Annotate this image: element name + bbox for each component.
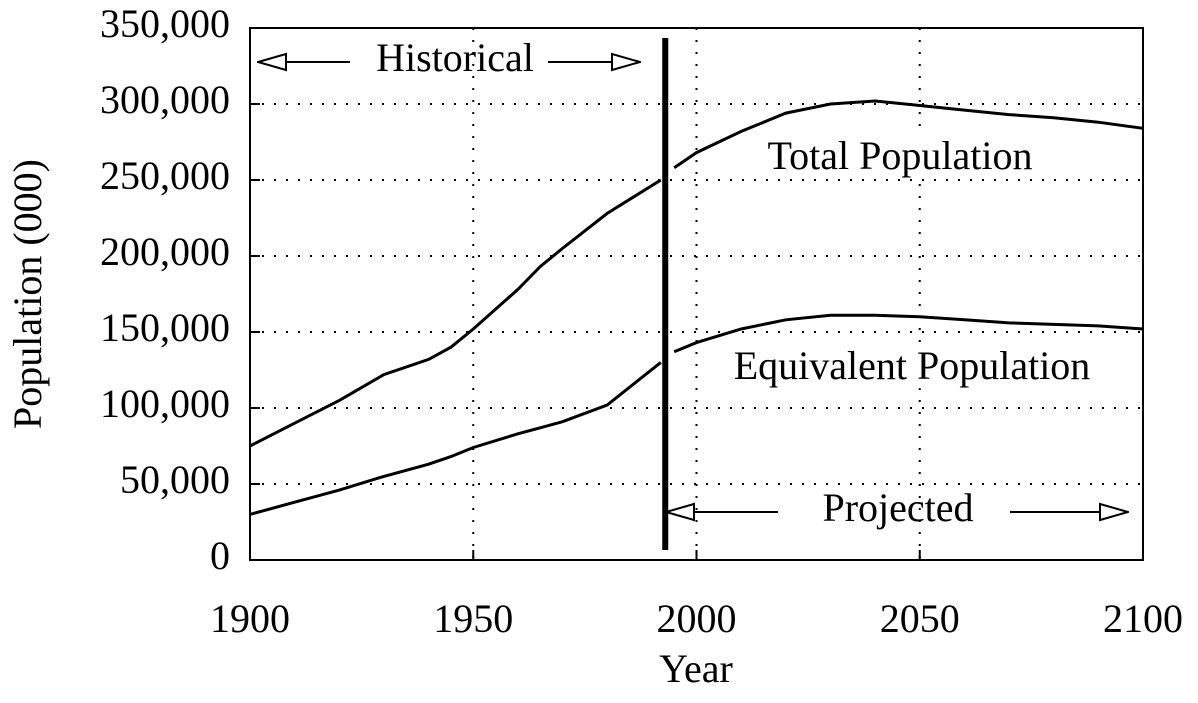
series-label: Equivalent Population (734, 343, 1091, 388)
y-tick-label: 0 (210, 533, 230, 578)
series-line (249, 99, 1144, 448)
x-axis-label: Year (659, 646, 733, 691)
x-tick-label: 1900 (210, 596, 290, 641)
y-axis-label: Population (000) (5, 159, 50, 429)
series-line (249, 313, 1144, 516)
label-background (729, 343, 1095, 389)
x-tick-label: 1950 (433, 596, 513, 641)
y-tick-label: 50,000 (120, 457, 230, 502)
x-tick-label: 2100 (1103, 596, 1183, 641)
y-tick-label: 100,000 (100, 381, 230, 426)
y-tick-label: 200,000 (100, 229, 230, 274)
y-tick-label: 150,000 (100, 305, 230, 350)
series-label: Total Population (768, 133, 1033, 178)
annotation: Historical (376, 35, 534, 80)
label-background (763, 133, 1037, 179)
annotation: Projected (822, 485, 973, 530)
y-tick-label: 300,000 (100, 77, 230, 122)
y-tick-label: 250,000 (100, 153, 230, 198)
y-tick-label: 350,000 (100, 1, 230, 46)
x-tick-label: 2000 (657, 596, 737, 641)
x-tick-label: 2050 (880, 596, 960, 641)
